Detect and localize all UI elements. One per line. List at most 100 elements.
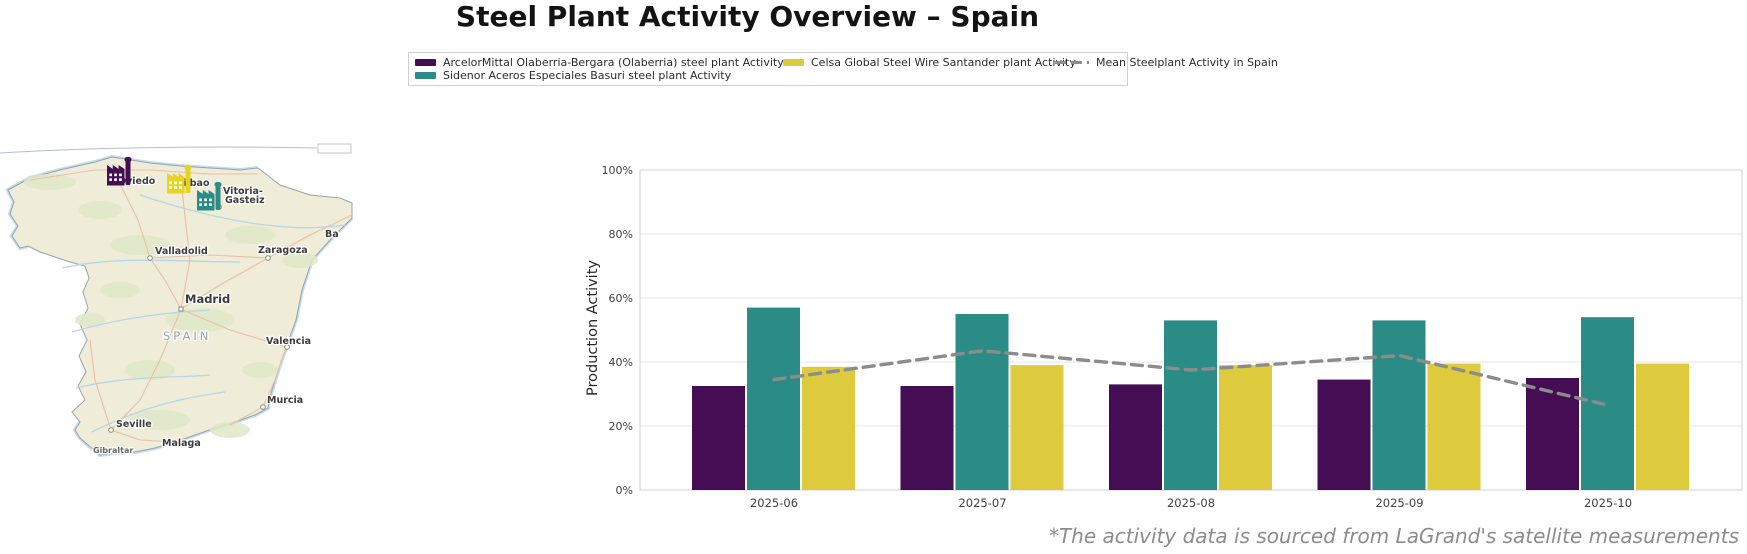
- factory-chimney: [185, 166, 191, 193]
- river: [139, 194, 346, 229]
- factory-roof: [107, 165, 125, 170]
- activity-bar: [1636, 363, 1689, 490]
- activity-bar-chart: 0% 20% 40% 60% 80% 100% 2025-06 2025-07 2025-08 2…: [602, 164, 1743, 510]
- city-marker: [108, 427, 114, 433]
- activity-bar: [1010, 365, 1064, 490]
- x-tick-label: 2025-06: [750, 496, 798, 510]
- factory-window: [109, 178, 112, 181]
- activity-bar: [1427, 363, 1481, 490]
- y-tick-label: 60%: [609, 292, 633, 305]
- x-tick-label: 2025-09: [1375, 496, 1423, 510]
- river: [91, 391, 226, 433]
- activity-bar: [1109, 384, 1162, 490]
- road: [110, 429, 176, 443]
- factory-window: [209, 198, 212, 202]
- y-tick-label: 40%: [609, 356, 633, 369]
- factory-window: [199, 198, 202, 202]
- y-tick-label: 80%: [609, 228, 633, 241]
- city-label: Malaga: [162, 438, 201, 449]
- factory-window: [209, 203, 212, 206]
- factory-window: [109, 173, 112, 177]
- terrain-patch: [110, 235, 170, 255]
- city-marker: [265, 255, 271, 261]
- factory-window: [174, 186, 177, 189]
- factory-window: [174, 181, 177, 185]
- legend-swatch: [415, 72, 436, 79]
- city-label: Zaragoza: [258, 245, 308, 256]
- legend-label: Celsa Global Steel Wire Santander plant …: [811, 56, 1076, 69]
- factory-roof: [197, 190, 215, 195]
- region-label: SPAIN: [163, 329, 211, 343]
- factory-chimney: [215, 183, 221, 210]
- legend-label: ArcelorMittal Olaberria-Bergara (Olaberr…: [443, 56, 784, 69]
- activity-bar: [1581, 317, 1634, 490]
- city-label: Murcia: [267, 395, 303, 406]
- factory-window: [169, 181, 172, 185]
- legend-dash-icon: [1055, 60, 1089, 65]
- x-tick-label: 2025-10: [1584, 496, 1632, 510]
- road: [29, 169, 258, 181]
- terrain-patch: [100, 282, 140, 298]
- activity-bar: [692, 386, 745, 490]
- factory-window: [204, 203, 207, 206]
- legend-item: Mean Steelplant Activity in Spain: [1055, 56, 1278, 69]
- road: [262, 346, 287, 408]
- road: [229, 406, 264, 426]
- chart-legend: ArcelorMittal Olaberria-Bergara (Olaberr…: [408, 52, 1278, 86]
- factory-chimney: [125, 158, 131, 185]
- y-tick-label: 100%: [602, 164, 633, 177]
- city-label: Ba: [325, 229, 339, 240]
- legend-label: Mean Steelplant Activity in Spain: [1096, 56, 1278, 69]
- road: [180, 308, 287, 348]
- road: [180, 189, 191, 310]
- map-inset-box: [317, 143, 352, 154]
- activity-bar: [1164, 320, 1217, 490]
- river: [71, 309, 211, 333]
- city-label: Vitoria-: [223, 186, 263, 197]
- legend-item: Sidenor Aceros Especiales Basuri steel p…: [415, 69, 783, 82]
- city-label: Gibraltar: [93, 446, 133, 455]
- page-title: Steel Plant Activity Overview – Spain: [455, 0, 1040, 33]
- legend-swatch: [415, 59, 436, 66]
- factory-roof: [167, 173, 185, 178]
- factory-chimney-cap: [214, 182, 222, 187]
- city-label: Seville: [116, 419, 152, 430]
- terrain-patch: [282, 252, 318, 268]
- legend-label: Sidenor Aceros Especiales Basuri steel p…: [443, 69, 732, 82]
- terrain-patch: [75, 313, 105, 327]
- mean-activity-line: [772, 349, 1610, 407]
- activity-bar: [1372, 320, 1426, 490]
- city-label: Valladolid: [155, 246, 208, 257]
- terrain-patch: [210, 422, 250, 438]
- legend-item: Celsa Global Steel Wire Santander plant …: [783, 56, 1076, 69]
- factory-window: [114, 173, 117, 177]
- factory-body: [197, 195, 215, 211]
- terrain-patch: [242, 362, 278, 378]
- factory-window: [179, 181, 182, 185]
- legend-swatch: [783, 59, 804, 66]
- terrain-patch: [165, 308, 235, 332]
- terrain-patch: [225, 226, 275, 244]
- terrain-patch: [78, 201, 122, 219]
- road: [149, 254, 269, 259]
- factory-window: [179, 186, 182, 189]
- legend-item: ArcelorMittal Olaberria-Bergara (Olaberr…: [415, 56, 784, 69]
- north-coastline: [0, 146, 318, 154]
- city-label: Valencia: [266, 336, 311, 347]
- factory-chimney-cap: [184, 165, 192, 170]
- factory-window: [119, 178, 122, 181]
- factory-body: [167, 178, 185, 194]
- x-tick-label: 2025-07: [958, 496, 1006, 510]
- activity-bar: [1526, 378, 1579, 490]
- activity-bar: [802, 366, 855, 490]
- road: [89, 339, 112, 431]
- terrain-patch: [24, 174, 76, 190]
- data-source-footnote: *The activity data is sourced from LaGra…: [1048, 524, 1739, 548]
- factory-icon: [107, 157, 132, 186]
- activity-bar: [1317, 379, 1371, 490]
- factory-window: [204, 198, 207, 202]
- x-tick-label: 2025-08: [1167, 496, 1215, 510]
- y-tick-label: 0%: [616, 484, 633, 497]
